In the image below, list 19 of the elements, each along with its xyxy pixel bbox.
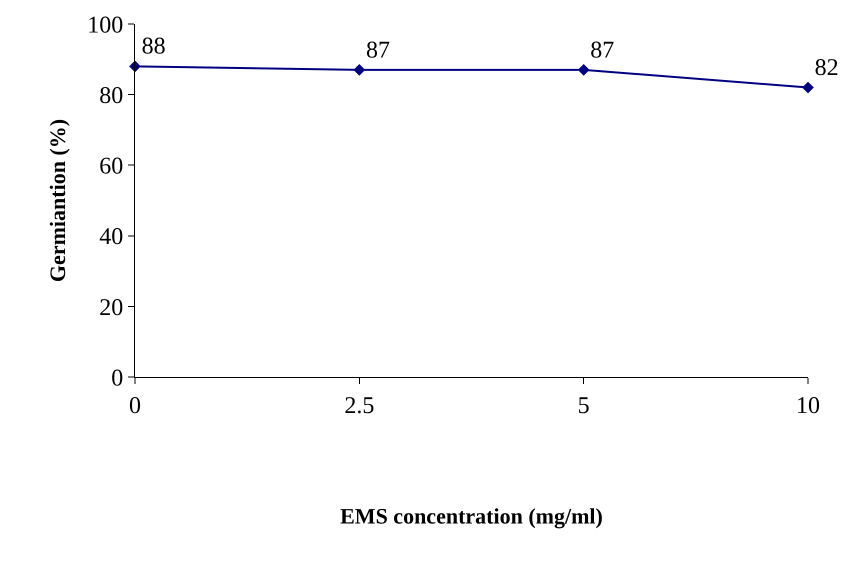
y-tick-label: 0 xyxy=(111,365,124,392)
point xyxy=(802,82,814,94)
data-label: 88 xyxy=(142,34,166,60)
point xyxy=(353,64,366,76)
y-axis-title: Germiantion (%) xyxy=(45,118,70,282)
point xyxy=(578,64,590,76)
y-tick-label: 20 xyxy=(99,294,124,321)
y-tick-label: 80 xyxy=(99,83,124,109)
x-axis-title: EMS concentration (mg/ml) xyxy=(340,504,603,529)
y-tick-label: 60 xyxy=(99,154,124,180)
data-label: 87 xyxy=(590,37,614,64)
x-tick-label: 5 xyxy=(578,392,590,419)
x-tick-label: 10 xyxy=(796,392,820,419)
data-label: 87 xyxy=(366,37,390,64)
y-tick-label: 100 xyxy=(87,12,124,38)
x-tick-label: 0 xyxy=(129,392,141,419)
x-tick-label: 2.5 xyxy=(344,392,374,419)
y-tick-label: 40 xyxy=(99,224,124,250)
data-label: 82 xyxy=(814,54,839,81)
